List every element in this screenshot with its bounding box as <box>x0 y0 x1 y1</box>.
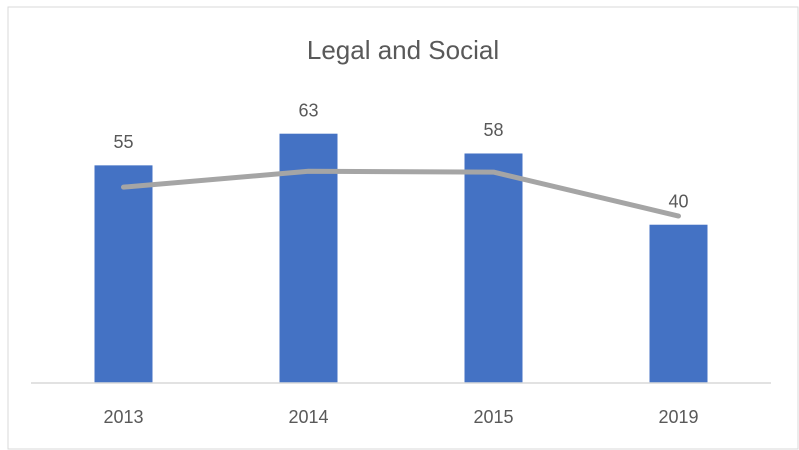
bar <box>649 224 708 383</box>
data-label: 55 <box>113 132 133 152</box>
bar <box>94 165 153 383</box>
line <box>121 168 681 219</box>
x-tick-label: 2019 <box>658 407 698 427</box>
bar <box>464 153 523 383</box>
data-label: 58 <box>483 120 503 140</box>
data-label: 40 <box>668 191 688 211</box>
chart-title: Legal and Social <box>307 35 499 65</box>
x-tick-label: 2015 <box>473 407 513 427</box>
x-tick-label: 2014 <box>288 407 328 427</box>
x-tick-label: 2013 <box>103 407 143 427</box>
data-label: 63 <box>298 100 318 120</box>
